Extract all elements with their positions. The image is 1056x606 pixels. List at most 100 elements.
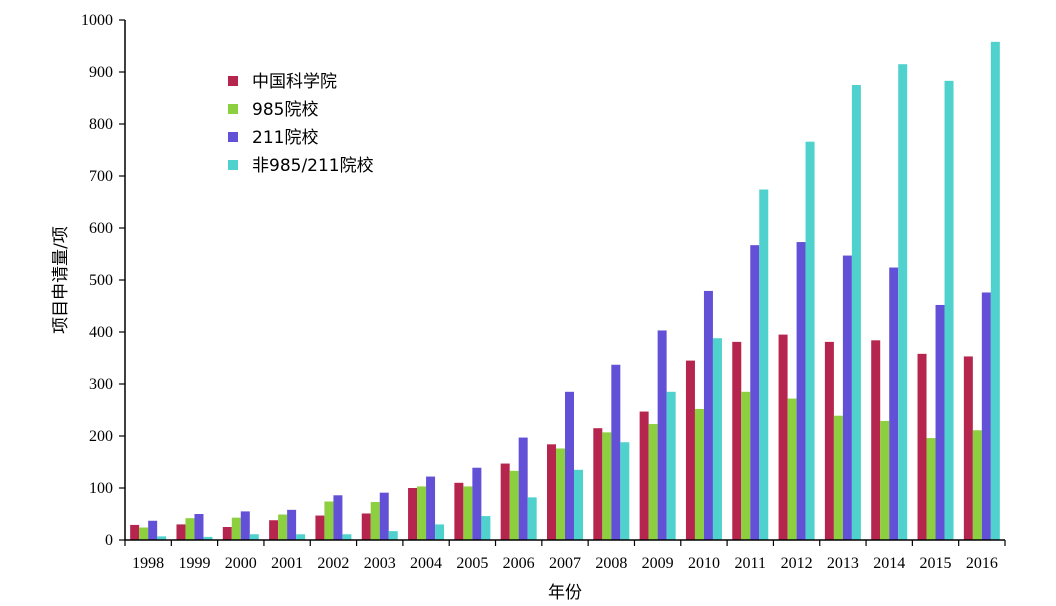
bar-2002-series-1 [324, 501, 334, 540]
bar-2009-series-1 [648, 424, 658, 540]
y-tick-label: 500 [89, 272, 113, 289]
bar-1998-series-3 [157, 536, 167, 540]
bar-2012-series-3 [805, 141, 815, 540]
y-tick-label: 300 [89, 376, 113, 393]
bar-2002-series-0 [315, 515, 325, 540]
bar-2014-series-3 [898, 64, 908, 540]
bar-2010-series-0 [685, 360, 695, 540]
x-tick-label: 2002 [317, 555, 349, 572]
bar-2002-series-2 [333, 495, 343, 540]
bar-2004-series-3 [435, 524, 445, 540]
y-tick-label: 600 [89, 220, 113, 237]
bar-2006-series-0 [500, 463, 510, 540]
legend-label: 中国科学院 [252, 72, 337, 92]
bar-2011-series-1 [741, 391, 751, 540]
bar-2008-series-0 [593, 428, 603, 540]
bar-2015-series-3 [944, 80, 954, 540]
bar-2013-series-3 [851, 85, 861, 540]
bar-2006-series-3 [527, 497, 537, 540]
bar-2012-series-0 [778, 334, 788, 540]
bar-2014-series-0 [871, 340, 881, 540]
bar-2001-series-1 [278, 514, 288, 540]
bar-1999-series-1 [185, 518, 195, 540]
bar-2003-series-0 [361, 513, 371, 540]
bar-2015-series-2 [935, 304, 945, 540]
x-tick-label: 2008 [595, 555, 627, 572]
bar-2007-series-1 [556, 448, 565, 540]
bar-2006-series-1 [509, 470, 519, 540]
legend-swatch [228, 160, 238, 170]
bar-2007-series-2 [565, 391, 574, 540]
x-tick-label: 2013 [827, 555, 859, 572]
bar-2005-series-2 [472, 467, 482, 540]
bar-2001-series-2 [287, 509, 297, 540]
y-axis-title: 项目申请量/项 [51, 226, 71, 334]
bar-2013-series-2 [842, 255, 852, 540]
x-tick-label: 2016 [966, 555, 998, 572]
y-tick-label: 700 [89, 168, 113, 185]
legend-label: 985院校 [252, 100, 318, 120]
x-tick-label: 1998 [132, 555, 164, 572]
bar-2007-series-0 [547, 444, 556, 540]
legend-swatch [228, 132, 238, 142]
bar-2012-series-1 [787, 398, 797, 540]
bar-2010-series-3 [712, 338, 722, 540]
bar-2004-series-1 [417, 486, 427, 540]
bar-2000-series-1 [231, 517, 241, 540]
y-tick-label: 800 [89, 116, 113, 133]
x-tick-label: 2009 [642, 555, 674, 572]
bar-2009-series-3 [666, 391, 676, 540]
bar-1999-series-2 [194, 514, 204, 540]
bar-2004-series-0 [408, 488, 418, 540]
x-tick-label: 2015 [920, 555, 952, 572]
x-tick-label: 2005 [456, 555, 488, 572]
bar-2009-series-0 [639, 411, 649, 540]
bar-2007-series-3 [574, 469, 583, 540]
legend-swatch [228, 104, 238, 114]
y-tick-label: 900 [89, 64, 113, 81]
bar-2005-series-1 [463, 486, 473, 540]
bar-1999-series-3 [203, 536, 213, 540]
bar-2014-series-1 [880, 420, 890, 540]
x-tick-label: 2000 [225, 555, 257, 572]
x-ticks: 1998 1999 2000 2001 2002 2003 2004 2005 2006 2007… [124, 540, 1006, 572]
bar-2015-series-1 [926, 438, 936, 540]
bar-2000-series-2 [240, 511, 250, 540]
bar-1998-series-0 [130, 524, 140, 540]
x-tick-label: 2001 [271, 555, 303, 572]
bars-layer [130, 41, 1000, 541]
x-tick-label: 2006 [503, 555, 535, 572]
bar-2016-series-2 [981, 292, 991, 540]
bar-2003-series-1 [370, 502, 380, 540]
bar-2010-series-2 [703, 290, 713, 540]
bar-1998-series-1 [139, 527, 149, 540]
bar-2016-series-3 [990, 41, 1000, 541]
bar-2008-series-3 [620, 442, 630, 540]
bar-1999-series-0 [176, 524, 186, 540]
x-tick-label: 2004 [410, 555, 442, 572]
y-ticks: 0 100 200 300 400 500 600 700 800 900 1000 [81, 12, 125, 549]
bar-2000-series-3 [249, 534, 259, 540]
bar-2010-series-1 [694, 408, 704, 540]
x-tick-label: 1999 [178, 555, 210, 572]
bar-2008-series-1 [602, 432, 612, 540]
legend-swatch [228, 76, 238, 86]
x-tick-label: 2010 [688, 555, 720, 572]
bar-2001-series-3 [296, 534, 306, 540]
y-tick-label: 200 [89, 428, 113, 445]
bar-1998-series-2 [148, 520, 158, 540]
bar-2012-series-2 [796, 242, 806, 541]
bar-2003-series-3 [388, 531, 398, 540]
bar-2014-series-2 [889, 267, 899, 540]
x-tick-label: 2007 [549, 555, 581, 572]
bar-2005-series-3 [481, 516, 491, 540]
bar-2016-series-0 [963, 356, 973, 540]
legend-label: 非985/211院校 [252, 156, 374, 176]
x-axis-title: 年份 [548, 583, 582, 603]
bar-2016-series-1 [972, 430, 982, 540]
bar-2005-series-0 [454, 482, 464, 540]
bar-2013-series-1 [833, 415, 843, 540]
bar-2004-series-2 [426, 476, 436, 540]
bar-2001-series-0 [269, 520, 279, 540]
